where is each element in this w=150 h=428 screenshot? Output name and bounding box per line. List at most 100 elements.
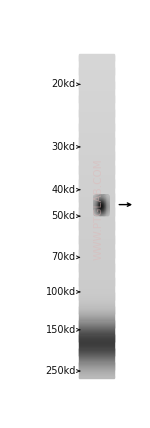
Bar: [94, 205, 95, 206]
Bar: [97, 212, 98, 213]
Bar: [106, 203, 107, 204]
Bar: [96, 201, 97, 202]
Bar: [106, 212, 107, 213]
Bar: [95, 196, 96, 197]
Bar: [79, 238, 114, 240]
Bar: [99, 214, 100, 215]
Bar: [106, 198, 107, 199]
Bar: [98, 202, 99, 203]
Bar: [98, 202, 99, 203]
Bar: [102, 199, 103, 200]
Bar: [79, 207, 114, 208]
Bar: [103, 204, 104, 205]
Bar: [96, 199, 97, 200]
Bar: [107, 206, 108, 207]
Bar: [96, 211, 97, 212]
Bar: [104, 206, 105, 207]
Bar: [100, 207, 101, 208]
Bar: [96, 198, 97, 199]
Bar: [102, 211, 103, 212]
Bar: [95, 206, 96, 207]
Bar: [97, 210, 98, 211]
Bar: [99, 199, 100, 200]
Bar: [101, 209, 102, 210]
Bar: [96, 210, 97, 211]
Bar: [98, 213, 99, 214]
Bar: [101, 210, 102, 211]
Bar: [107, 198, 108, 199]
Bar: [100, 198, 101, 199]
Bar: [104, 196, 105, 197]
Bar: [96, 199, 97, 200]
Bar: [96, 202, 97, 203]
Bar: [96, 196, 97, 197]
Bar: [94, 211, 95, 212]
Bar: [94, 212, 95, 213]
Bar: [79, 311, 114, 313]
Bar: [96, 200, 97, 201]
Bar: [79, 217, 114, 218]
Bar: [94, 210, 95, 211]
Bar: [102, 209, 103, 210]
Bar: [79, 223, 114, 225]
Bar: [103, 195, 104, 196]
Bar: [100, 196, 101, 197]
Bar: [79, 276, 114, 277]
Bar: [96, 207, 97, 208]
Bar: [100, 211, 101, 212]
Bar: [100, 199, 101, 200]
Bar: [98, 208, 99, 209]
Bar: [94, 198, 95, 199]
Bar: [79, 357, 114, 360]
Bar: [79, 242, 114, 244]
Bar: [99, 208, 100, 209]
Bar: [100, 204, 101, 205]
Bar: [94, 200, 95, 201]
Bar: [106, 209, 107, 210]
Bar: [79, 267, 114, 269]
Bar: [79, 352, 114, 354]
Bar: [96, 204, 97, 205]
Bar: [103, 207, 104, 208]
Bar: [104, 195, 105, 196]
Bar: [96, 196, 97, 197]
Bar: [107, 213, 108, 214]
Bar: [94, 198, 95, 199]
Bar: [79, 339, 114, 341]
Bar: [79, 240, 114, 242]
Bar: [104, 205, 105, 206]
Bar: [79, 347, 114, 348]
Bar: [105, 205, 106, 206]
Bar: [79, 229, 114, 231]
Bar: [98, 195, 99, 196]
Bar: [79, 107, 114, 108]
Bar: [101, 204, 102, 205]
Bar: [79, 190, 114, 191]
Bar: [95, 198, 96, 199]
Bar: [79, 345, 114, 346]
Bar: [107, 211, 108, 212]
Bar: [106, 209, 107, 210]
Bar: [100, 199, 101, 200]
Bar: [79, 273, 114, 274]
Bar: [79, 95, 114, 97]
Bar: [106, 202, 107, 203]
Bar: [97, 197, 98, 198]
Text: 150kd: 150kd: [45, 325, 76, 335]
Bar: [100, 195, 101, 196]
Bar: [97, 196, 98, 197]
Bar: [106, 208, 107, 209]
Bar: [99, 206, 100, 207]
Bar: [95, 207, 96, 208]
Bar: [101, 198, 102, 199]
Bar: [103, 198, 104, 199]
Bar: [98, 209, 99, 210]
Bar: [102, 214, 103, 215]
Bar: [101, 211, 102, 212]
Bar: [106, 205, 107, 206]
Bar: [94, 209, 95, 210]
Bar: [99, 207, 100, 208]
Bar: [95, 212, 96, 213]
Bar: [95, 202, 96, 203]
Bar: [94, 196, 95, 197]
